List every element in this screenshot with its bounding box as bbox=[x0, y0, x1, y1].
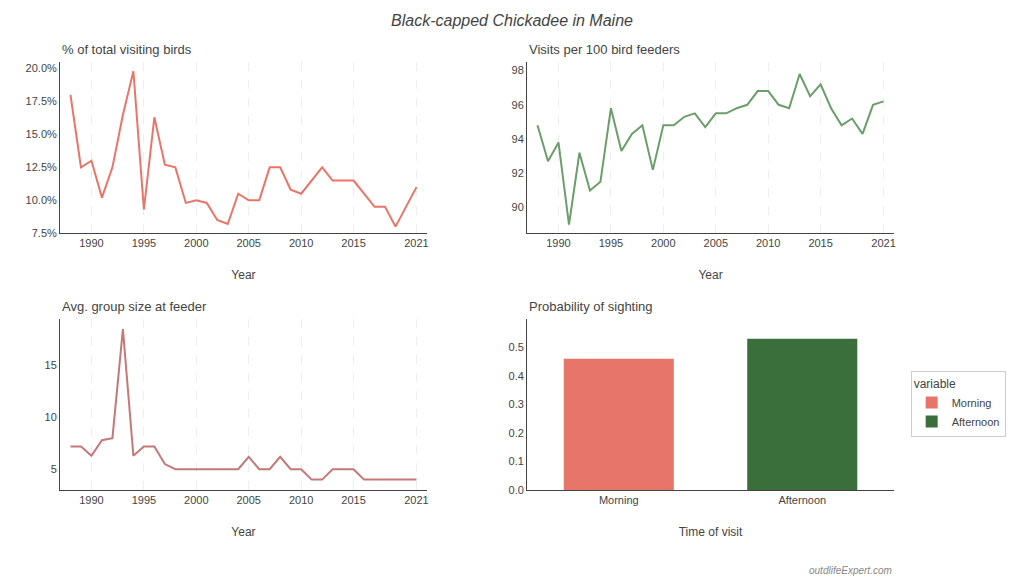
svg-text:90: 90 bbox=[512, 201, 524, 213]
svg-text:2000: 2000 bbox=[184, 237, 208, 249]
svg-text:1995: 1995 bbox=[132, 494, 156, 506]
svg-text:Year: Year bbox=[231, 268, 255, 282]
svg-text:variable: variable bbox=[914, 377, 956, 391]
svg-text:Visits per 100 bird feeders: Visits per 100 bird feeders bbox=[529, 42, 680, 57]
svg-text:1995: 1995 bbox=[599, 237, 623, 249]
svg-text:1990: 1990 bbox=[79, 237, 103, 249]
svg-text:7.5%: 7.5% bbox=[32, 227, 57, 239]
svg-text:2021: 2021 bbox=[404, 494, 428, 506]
svg-text:1990: 1990 bbox=[79, 494, 103, 506]
svg-text:Afternoon: Afternoon bbox=[952, 416, 1000, 428]
svg-text:2005: 2005 bbox=[236, 237, 260, 249]
svg-text:Year: Year bbox=[231, 525, 255, 539]
svg-text:0.0: 0.0 bbox=[509, 484, 524, 496]
svg-text:2005: 2005 bbox=[704, 237, 728, 249]
svg-text:1995: 1995 bbox=[132, 237, 156, 249]
svg-text:2015: 2015 bbox=[341, 494, 365, 506]
svg-text:10.0%: 10.0% bbox=[26, 194, 57, 206]
svg-text:15.0%: 15.0% bbox=[26, 128, 57, 140]
svg-text:0.5: 0.5 bbox=[509, 341, 524, 353]
svg-text:Black-capped Chickadee in Main: Black-capped Chickadee in Maine bbox=[391, 12, 633, 29]
svg-text:96: 96 bbox=[512, 99, 524, 111]
svg-text:Probability of sighting: Probability of sighting bbox=[529, 299, 653, 314]
svg-text:Afternoon: Afternoon bbox=[778, 494, 826, 506]
svg-text:15: 15 bbox=[45, 359, 57, 371]
svg-text:0.4: 0.4 bbox=[509, 370, 524, 382]
svg-text:92: 92 bbox=[512, 167, 524, 179]
svg-text:Morning: Morning bbox=[599, 494, 639, 506]
svg-text:98: 98 bbox=[512, 64, 524, 76]
svg-text:2010: 2010 bbox=[289, 494, 313, 506]
svg-text:5: 5 bbox=[51, 463, 57, 475]
svg-text:0.3: 0.3 bbox=[509, 398, 524, 410]
svg-text:94: 94 bbox=[512, 133, 524, 145]
svg-text:2021: 2021 bbox=[871, 237, 895, 249]
svg-text:Time of visit: Time of visit bbox=[679, 525, 743, 539]
svg-text:% of total visiting birds: % of total visiting birds bbox=[62, 42, 192, 57]
svg-text:2010: 2010 bbox=[756, 237, 780, 249]
svg-text:2000: 2000 bbox=[651, 237, 675, 249]
svg-text:17.5%: 17.5% bbox=[26, 95, 57, 107]
svg-text:0.1: 0.1 bbox=[509, 455, 524, 467]
svg-text:outdlifeExpert.com: outdlifeExpert.com bbox=[809, 565, 892, 576]
svg-text:2015: 2015 bbox=[341, 237, 365, 249]
svg-text:2010: 2010 bbox=[289, 237, 313, 249]
svg-text:10: 10 bbox=[45, 411, 57, 423]
svg-text:2021: 2021 bbox=[404, 237, 428, 249]
svg-text:Avg. group size at feeder: Avg. group size at feeder bbox=[62, 299, 207, 314]
svg-text:2015: 2015 bbox=[808, 237, 832, 249]
svg-text:Year: Year bbox=[698, 268, 722, 282]
svg-text:Morning: Morning bbox=[952, 397, 992, 409]
svg-text:2000: 2000 bbox=[184, 494, 208, 506]
svg-text:0.2: 0.2 bbox=[509, 427, 524, 439]
svg-text:2005: 2005 bbox=[236, 494, 260, 506]
svg-text:12.5%: 12.5% bbox=[26, 161, 57, 173]
svg-text:20.0%: 20.0% bbox=[26, 62, 57, 74]
svg-text:1990: 1990 bbox=[546, 237, 570, 249]
